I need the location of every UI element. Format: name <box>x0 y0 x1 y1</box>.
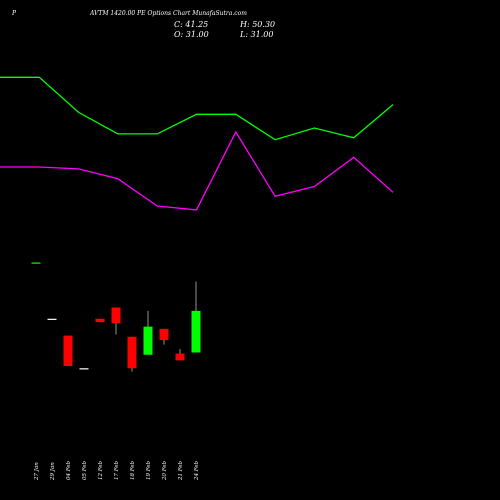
x-tick-label: 05 Feb <box>82 460 88 480</box>
candle-5 <box>95 318 105 323</box>
overlay-line-1 <box>0 76 394 141</box>
candles <box>31 262 201 372</box>
candle-body <box>95 318 105 323</box>
x-tick-label: 12 Feb <box>98 460 104 480</box>
x-tick-label: 21 Feb <box>178 460 184 481</box>
candle-body <box>63 335 73 366</box>
x-tick-label: 29 Jan <box>50 462 56 481</box>
candle-10 <box>175 349 185 361</box>
x-tick-label: 19 Feb <box>146 460 152 480</box>
x-tick-label: 17 Feb <box>114 460 120 480</box>
candle-2 <box>47 318 57 320</box>
open-readout: O: 31.00 <box>174 30 209 39</box>
overlay-line-2 <box>0 130 394 211</box>
x-tick-label: 20 Feb <box>162 460 168 481</box>
overlay-lines <box>0 76 394 211</box>
candle-6 <box>111 307 121 335</box>
candle-body <box>47 318 57 320</box>
candle-11 <box>191 281 201 353</box>
candle-1 <box>31 262 41 264</box>
candle-body <box>79 368 89 370</box>
candle-8 <box>143 310 153 355</box>
candle-body <box>31 262 41 264</box>
x-tick-label: 18 Feb <box>130 460 136 480</box>
x-tick-label: 04 Feb <box>66 460 72 480</box>
x-tick-label: 27 Jan <box>34 462 40 481</box>
candle-body <box>159 328 169 341</box>
candle-body <box>127 336 137 369</box>
candle-body <box>191 310 201 353</box>
low-readout: L: 31.00 <box>239 30 273 39</box>
high-readout: H: 50.30 <box>239 20 275 29</box>
candle-7 <box>127 336 137 372</box>
x-tick-label: 24 Feb <box>194 460 200 481</box>
chart-title-prefix: P <box>11 10 17 17</box>
candle-body <box>175 353 185 361</box>
candle-body <box>143 326 153 355</box>
candle-9 <box>159 328 169 345</box>
chart-title: AVTM 1420.00 PE Options Chart MunafaSutr… <box>89 10 247 17</box>
candle-3 <box>63 335 73 366</box>
close-readout: C: 41.25 <box>174 20 208 29</box>
candle-4 <box>79 368 89 370</box>
candle-body <box>111 307 121 324</box>
x-axis-ticks: 27 Jan 29 Jan 04 Feb 05 Feb 12 Feb 17 Feb 18 F… <box>34 460 200 481</box>
